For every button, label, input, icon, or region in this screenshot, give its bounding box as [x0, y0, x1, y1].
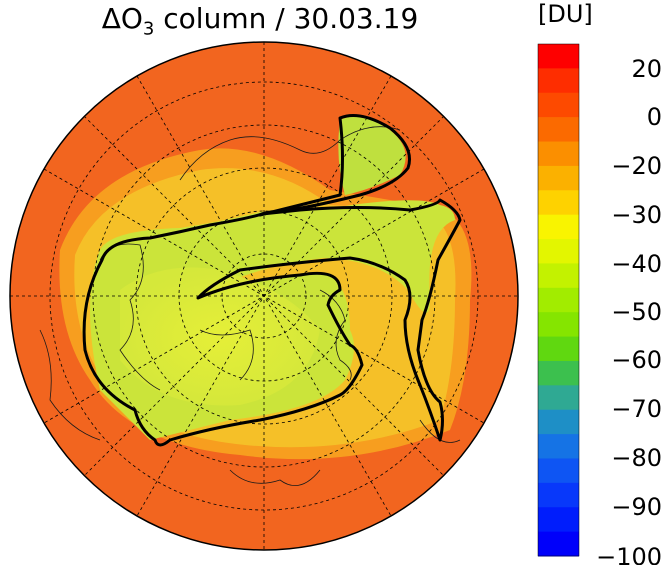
colorbar-band — [538, 336, 579, 362]
colorbar-tick-label: −30 — [611, 201, 662, 229]
colorbar-tick-label: −70 — [611, 395, 662, 423]
colorbar-band — [538, 165, 579, 191]
title-rest: column / 30.03.19 — [154, 2, 419, 35]
colorbar-band — [538, 263, 579, 289]
colorbar-ticks: 20 0 −20 −30 −40 −50 −60 −70 −80 −90 −100 — [596, 55, 662, 565]
ozone-low-lobe — [338, 116, 406, 195]
colorbar-tick-label: −50 — [611, 298, 662, 326]
contour-main — [82, 198, 462, 447]
colorbar-tick-label: −90 — [611, 493, 662, 521]
colorbar-band — [538, 434, 579, 459]
colorbar-band — [538, 287, 579, 313]
colorbar-band — [538, 214, 579, 240]
colorbar-band — [538, 141, 579, 167]
colorbar-tick-label: −20 — [611, 152, 662, 180]
colorbar-tick-label: 20 — [631, 55, 662, 83]
contour-lobe — [258, 114, 411, 217]
colorbar-band — [538, 44, 579, 69]
colorbar-band — [538, 360, 579, 386]
colorbar-band — [538, 385, 579, 411]
map-title: ΔO3 column / 30.03.19 — [0, 2, 520, 40]
colorbar-tick-label: −100 — [596, 543, 662, 565]
colorbar-unit: [DU] — [538, 0, 593, 28]
colorbar-tick-label: −40 — [611, 250, 662, 278]
colorbar-band — [538, 458, 579, 484]
title-delta: ΔO — [101, 2, 143, 35]
ozone-low-core — [120, 267, 320, 406]
colorbar-band — [538, 92, 579, 118]
colorbar-band — [538, 190, 579, 216]
colorbar-tick-label: 0 — [647, 103, 662, 131]
colorbar-band — [538, 409, 579, 435]
title-subscript: 3 — [142, 18, 155, 40]
colorbar-band — [538, 482, 579, 508]
ozone-contours — [82, 114, 462, 447]
polar-map — [9, 41, 519, 551]
colorbar-band — [538, 68, 579, 94]
colorbar-band — [538, 312, 579, 338]
colorbar-band — [538, 507, 579, 533]
colorbar-tick-label: −60 — [611, 346, 662, 374]
colorbar-band — [538, 531, 579, 557]
colorbar-frame — [537, 43, 580, 557]
map-border — [9, 41, 519, 551]
colorbar-bands — [538, 44, 579, 557]
colorbar-band — [538, 117, 579, 143]
coastlines — [39, 126, 461, 487]
colorbar-band — [538, 239, 579, 264]
graticule — [10, 42, 518, 550]
colorbar-tick-label: −80 — [611, 444, 662, 472]
